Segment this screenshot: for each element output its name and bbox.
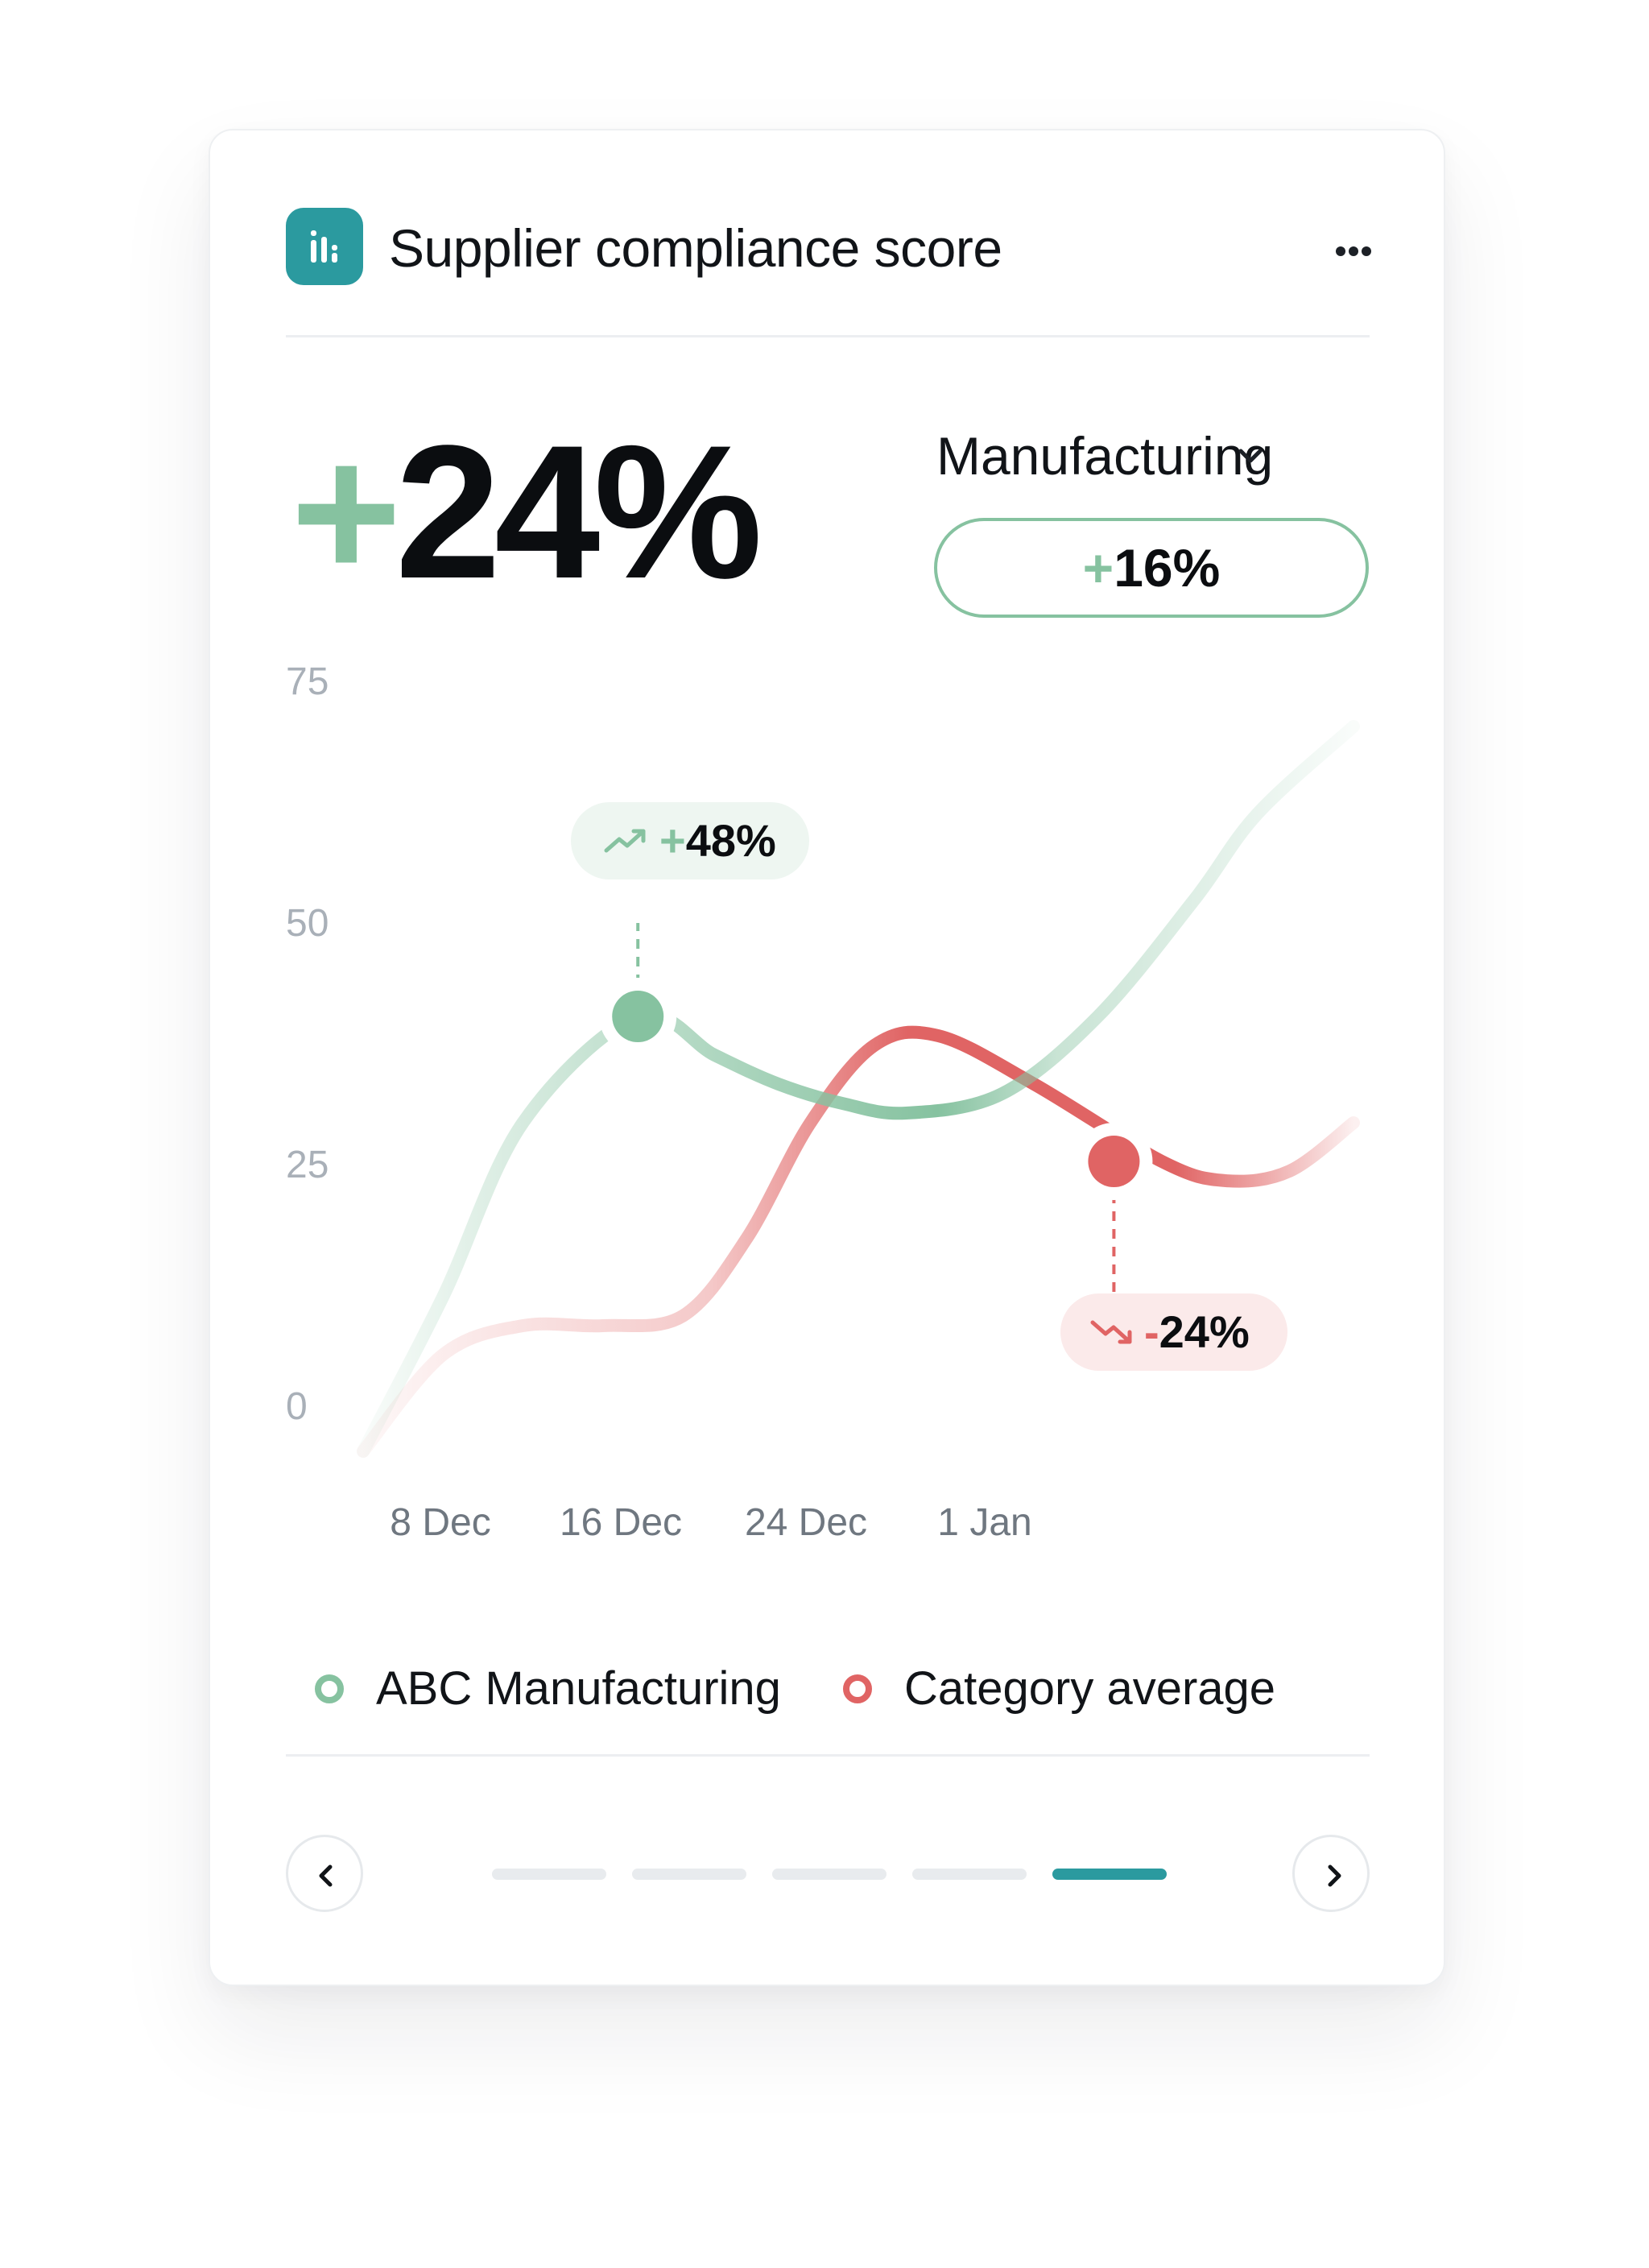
category-delta-number: 16%	[1114, 538, 1221, 598]
more-horizontal-icon	[1336, 246, 1371, 256]
score-change-number: 24%	[395, 406, 763, 619]
category-dropdown-label: Manufacturing	[936, 426, 1274, 486]
more-options-button[interactable]	[1321, 219, 1386, 284]
legend-item-abc-manufacturing[interactable]: ABC Manufacturing	[315, 1661, 781, 1725]
line-category-average	[357, 1025, 1360, 1458]
peak-callout-number: 48%	[685, 815, 776, 866]
legend-label-average: Category average	[904, 1662, 1276, 1715]
dip-callout: -24%	[1060, 1293, 1287, 1371]
category-delta-badge: +16%	[934, 518, 1369, 618]
legend-marker-average	[843, 1674, 872, 1703]
dip-point-marker	[1088, 1136, 1140, 1187]
trending-down-icon	[1090, 1320, 1132, 1344]
x-tick-label: 16 Dec	[560, 1501, 682, 1544]
category-delta-sign: +	[1082, 538, 1114, 598]
page-indicator-dot[interactable]	[1052, 1869, 1167, 1880]
header-divider	[286, 335, 1370, 337]
line-chart: 75 50 25 0 8 Dec 16 Dec 24 Dec 1 Jan	[286, 660, 1360, 1544]
y-tick-label: 25	[286, 1144, 329, 1186]
x-tick-label: 1 Jan	[937, 1501, 1031, 1544]
chevron-left-icon	[319, 1864, 333, 1887]
chevron-right-icon	[1328, 1864, 1341, 1887]
chevron-down-icon	[1238, 449, 1263, 463]
page-indicator-dot[interactable]	[492, 1869, 606, 1880]
category-dropdown[interactable]: Manufacturing	[936, 416, 1371, 496]
bar-chart-icon	[286, 208, 363, 285]
previous-button[interactable]	[286, 1835, 363, 1912]
score-change-sign: +	[291, 406, 402, 619]
page-indicator-dot[interactable]	[912, 1869, 1027, 1880]
trending-up-icon	[604, 829, 646, 853]
score-change-value: +24%	[291, 416, 763, 609]
x-tick-label: 8 Dec	[390, 1501, 490, 1544]
legend-label-abc: ABC Manufacturing	[376, 1662, 781, 1715]
line-abc-manufacturing	[357, 720, 1360, 1458]
page-indicator-dot[interactable]	[632, 1869, 746, 1880]
y-tick-label: 50	[286, 902, 329, 945]
legend-divider	[286, 1754, 1370, 1757]
next-button[interactable]	[1292, 1835, 1370, 1912]
dip-callout-sign: -	[1144, 1306, 1159, 1357]
peak-point-marker	[612, 991, 664, 1042]
legend-item-category-average[interactable]: Category average	[843, 1661, 1294, 1725]
y-tick-label: 0	[286, 1385, 308, 1428]
dip-callout-number: 24%	[1159, 1306, 1250, 1357]
peak-callout: +48%	[571, 802, 809, 879]
x-tick-label: 24 Dec	[745, 1501, 867, 1544]
page-indicator-dot[interactable]	[772, 1869, 886, 1880]
y-tick-label: 75	[286, 660, 329, 703]
peak-callout-sign: +	[659, 815, 686, 866]
legend-marker-abc	[315, 1674, 344, 1703]
card-title: Supplier compliance score	[389, 218, 1002, 278]
compliance-score-card: Supplier compliance score +24% Manufactu…	[209, 129, 1445, 1986]
